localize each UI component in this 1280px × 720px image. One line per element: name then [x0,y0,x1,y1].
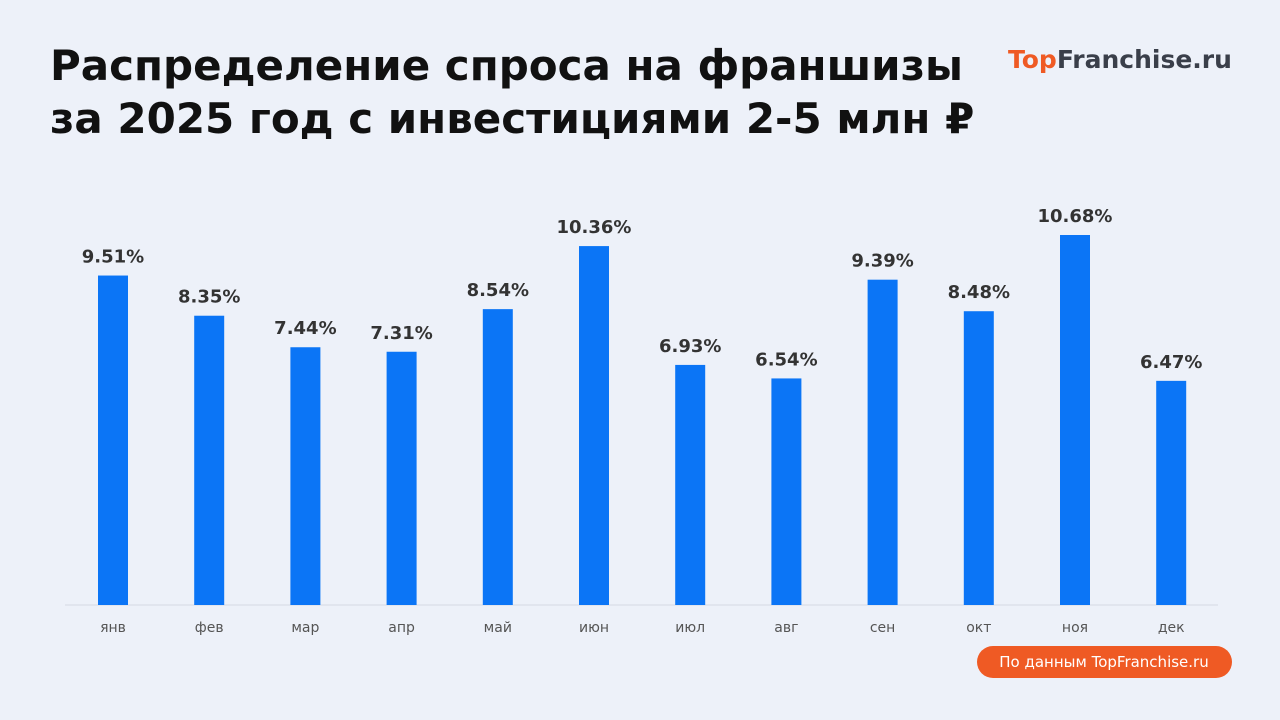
x-tick-label: окт [966,620,991,636]
x-tick-label: июн [579,620,609,636]
value-label: 9.39% [851,251,913,272]
bar [867,279,898,605]
x-tick-label: дек [1158,620,1185,636]
bar [290,347,321,605]
value-label: 6.54% [755,349,817,370]
x-tick-label: сен [870,620,895,636]
value-label: 6.47% [1140,352,1202,373]
x-tick-label: янв [100,620,126,636]
chart-title: за 2025 год с инвестициями 2-5 млн ₽ [50,94,974,143]
bar [1156,380,1187,605]
value-label: 9.51% [82,247,144,268]
value-label: 10.36% [557,217,632,238]
value-label: 7.31% [370,323,432,344]
chart-title: Распределение спроса на франшизы [50,41,963,90]
value-label: 6.93% [659,336,721,357]
value-label: 8.35% [178,287,240,308]
logo-rest: Franchise.ru [1057,45,1232,74]
bar [98,275,128,605]
x-tick-label: апр [388,620,415,636]
bar [1060,235,1090,605]
logo: TopFranchise.ru [1008,45,1232,74]
bar [771,378,802,605]
bar [386,351,417,605]
bar [482,309,513,605]
x-tick-label: июл [675,620,705,636]
x-tick-label: фев [195,620,224,636]
logo-accent: Top [1008,45,1057,74]
value-label: 7.44% [274,318,336,339]
x-tick-label: май [484,620,512,636]
value-label: 8.54% [467,280,529,301]
bar [194,315,225,605]
bar [963,311,994,605]
value-label: 8.48% [948,282,1010,303]
value-label: 10.68% [1038,206,1113,227]
bar [675,364,706,605]
x-tick-label: авг [774,620,798,636]
x-tick-label: мар [291,620,319,636]
source-badge [977,646,1232,678]
bar [579,246,609,606]
x-tick-label: ноя [1062,620,1088,636]
source: По данным TopFranchise.ru [999,653,1208,671]
